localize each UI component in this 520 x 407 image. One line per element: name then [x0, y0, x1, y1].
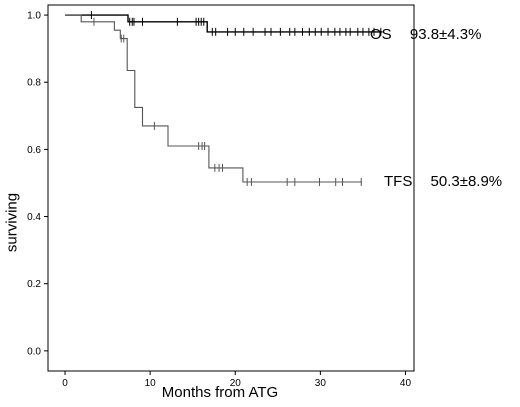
y-tick-label-2: 0.4: [27, 212, 41, 223]
y-axis-label-text: surviving: [3, 192, 21, 253]
os-series-label: OS 93.8±4.3%: [370, 26, 481, 43]
series-tfs-step-line: [65, 14, 363, 183]
os-series-name: OS: [370, 26, 392, 43]
tfs-series-stat: 50.3±8.9%: [430, 173, 503, 190]
y-tick-label-5: 1.0: [27, 11, 41, 22]
series-tfs: [65, 14, 363, 186]
series-os-step-line: [65, 14, 383, 33]
tfs-series-label: TFS 50.3±8.9%: [384, 173, 502, 190]
x-tick-label-1: 10: [145, 378, 157, 389]
x-tick-label-4: 40: [400, 378, 412, 389]
os-series-stat: 93.8±4.3%: [409, 26, 482, 43]
y-tick-label-4: 0.8: [27, 78, 41, 89]
chart-series-layer: [65, 11, 383, 186]
plot-frame: [47, 4, 415, 372]
y-tick-label-3: 0.6: [27, 145, 41, 156]
x-tick-label-3: 30: [315, 378, 327, 389]
series-os: [65, 11, 383, 36]
tfs-series-name: TFS: [384, 173, 413, 190]
y-tick-label-0: 0.0: [27, 346, 41, 357]
x-axis-label: Months from ATG: [161, 384, 279, 401]
y-tick-label-1: 0.2: [27, 279, 41, 290]
y-axis-label: surviving: [2, 193, 22, 252]
x-tick-label-0: 0: [62, 378, 68, 389]
chart-axes: 0 10 20 30 40 0.0 0.2 0.4 0.6 0.8 1.0: [27, 4, 415, 389]
x-tick-label-2: 20: [230, 378, 242, 389]
